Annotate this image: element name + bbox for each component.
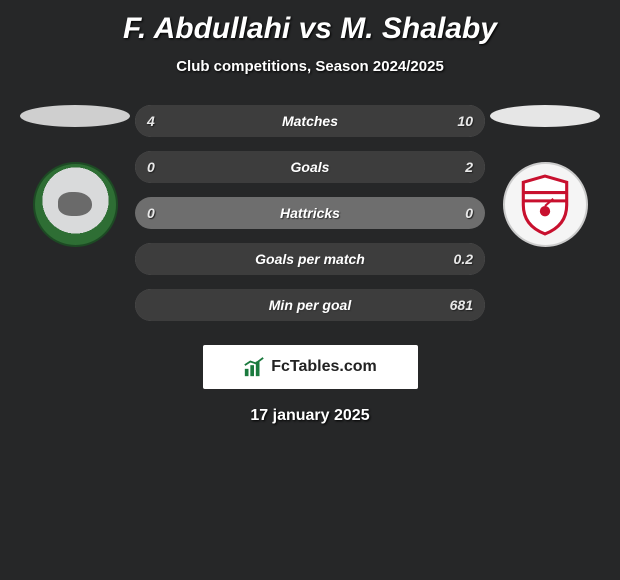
stat-row: 0Hattricks0 — [135, 197, 485, 229]
stat-label: Goals — [135, 159, 485, 175]
zamalek-shield-icon — [519, 174, 571, 236]
stat-label: Hattricks — [135, 205, 485, 221]
player-left-column — [15, 105, 135, 247]
club-badge-zamalek — [503, 162, 588, 247]
fctables-logo: FcTables.com — [203, 345, 418, 389]
season-subtitle: Club competitions, Season 2024/2025 — [0, 58, 620, 75]
logo-text: FcTables.com — [271, 358, 377, 376]
stat-row: Goals per match0.2 — [135, 243, 485, 275]
stat-label: Goals per match — [135, 251, 485, 267]
player-right-column — [485, 105, 605, 247]
stat-row: 4Matches10 — [135, 105, 485, 137]
stat-row: 0Goals2 — [135, 151, 485, 183]
page-title: F. Abdullahi vs M. Shalaby — [0, 0, 620, 46]
snapshot-date: 17 january 2025 — [0, 407, 620, 425]
club-badge-enyimba — [33, 162, 118, 247]
player-left-silhouette — [20, 105, 130, 127]
stat-label: Min per goal — [135, 297, 485, 313]
bar-chart-icon — [243, 356, 265, 378]
stats-bars: 4Matches10 0Goals2 0Hattricks0 Goals per ma… — [135, 105, 485, 321]
comparison-panel: 4Matches10 0Goals2 0Hattricks0 Goals per ma… — [0, 105, 620, 321]
stat-row: Min per goal681 — [135, 289, 485, 321]
stat-label: Matches — [135, 113, 485, 129]
player-right-silhouette — [490, 105, 600, 127]
